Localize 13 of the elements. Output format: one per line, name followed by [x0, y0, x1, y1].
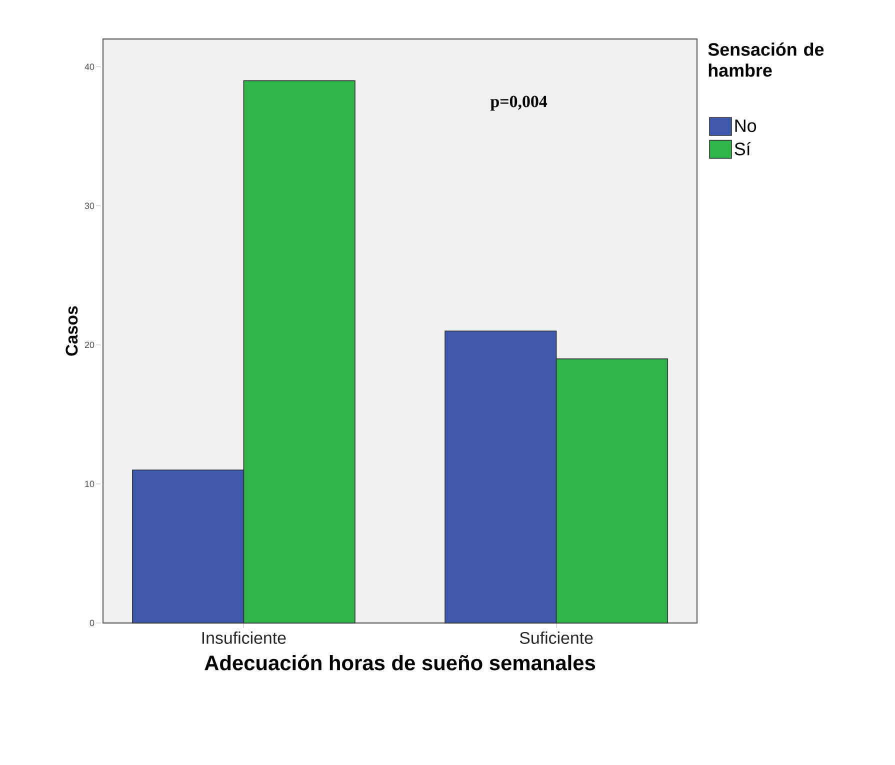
legend-label: Sí — [734, 142, 751, 156]
y-axis-title: Casos — [66, 306, 78, 356]
x-tick-label: Insuficiente — [202, 632, 286, 644]
y-tick-label: 30 — [84, 202, 94, 210]
x-tick-label: Suficiente — [520, 632, 593, 644]
y-tick-label: 20 — [84, 342, 94, 348]
y-tick-label: 0 — [90, 620, 94, 626]
y-tick-label: 40 — [84, 64, 94, 70]
legend-title: Sensación de hambre — [708, 42, 824, 77]
annotation: p=0,004 — [490, 96, 548, 111]
legend-label: No — [735, 120, 756, 132]
x-axis-title: Adecuación horas de sueño semanales — [204, 654, 596, 670]
y-tick-label: 10 — [85, 480, 94, 488]
